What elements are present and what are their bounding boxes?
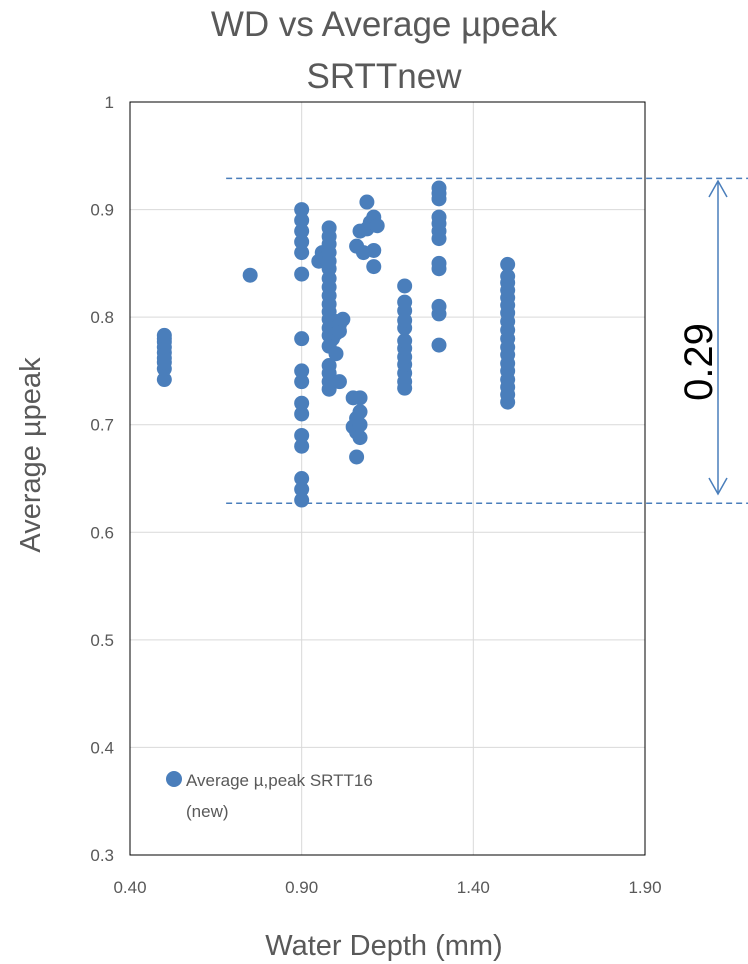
data-point — [294, 481, 310, 497]
data-point — [366, 242, 382, 258]
data-point — [294, 406, 310, 422]
range-arrow-head-bottom — [708, 477, 728, 496]
data-point — [294, 212, 310, 228]
y-tick-label: 1 — [105, 93, 114, 112]
y-tick-label: 0.8 — [90, 308, 114, 327]
data-point — [294, 363, 310, 379]
data-point — [397, 333, 413, 349]
data-point — [156, 327, 172, 343]
data-points — [156, 180, 516, 508]
data-point — [294, 266, 310, 282]
data-point — [431, 298, 447, 314]
data-point — [352, 404, 368, 420]
data-point — [366, 259, 382, 275]
range-annotation-label: 0.29 — [677, 323, 721, 401]
legend-label-line-2: (new) — [186, 802, 229, 821]
y-tick-label: 0.7 — [90, 416, 114, 435]
y-tick-label: 0.6 — [90, 523, 114, 542]
data-point — [294, 331, 310, 347]
y-tick-label: 0.5 — [90, 631, 114, 650]
data-point — [294, 202, 310, 218]
x-tick-label: 0.40 — [113, 878, 146, 897]
range-arrow-head-top — [708, 179, 728, 198]
legend-label-line-1: Average µ,peak SRTT16 — [186, 771, 373, 790]
data-point — [359, 194, 375, 210]
y-tick-label: 0.9 — [90, 201, 114, 220]
data-point — [331, 374, 347, 390]
y-axis-label: Average µpeak — [15, 357, 47, 553]
data-point — [500, 256, 516, 272]
data-point — [294, 234, 310, 250]
chart-title-line-2: SRTTnew — [307, 57, 463, 96]
y-tick-label: 0.3 — [90, 846, 114, 865]
reference-lines — [226, 177, 748, 504]
y-tick-labels: 0.3 0.4 0.5 0.6 0.7 0.8 0.9 1 — [90, 93, 114, 865]
data-point — [349, 449, 365, 465]
data-point — [352, 390, 368, 406]
data-point — [500, 268, 516, 284]
data-point — [331, 323, 347, 339]
data-point — [321, 358, 337, 374]
range-annotation: 0.29 — [677, 179, 728, 496]
data-point — [242, 267, 258, 283]
data-point — [294, 471, 310, 486]
data-point — [328, 346, 344, 362]
data-point — [294, 492, 310, 508]
y-tick-label: 0.4 — [90, 738, 114, 757]
data-point — [397, 294, 413, 310]
data-point — [369, 218, 385, 234]
data-point — [431, 209, 447, 225]
x-tick-labels: 0.40 0.90 1.40 1.90 — [113, 878, 661, 897]
x-axis-label: Water Depth (mm) — [265, 930, 502, 962]
data-point — [294, 395, 310, 411]
data-point — [294, 438, 310, 454]
data-point — [352, 417, 368, 433]
chart-title-line-1: WD vs Average µpeak — [211, 5, 558, 44]
data-point — [431, 337, 447, 353]
data-point — [156, 372, 172, 388]
x-tick-label: 0.90 — [285, 878, 318, 897]
data-point — [397, 278, 413, 294]
data-point — [294, 223, 310, 239]
legend: Average µ,peak SRTT16 (new) — [166, 771, 373, 821]
x-tick-label: 1.40 — [457, 878, 490, 897]
data-point — [431, 255, 447, 271]
data-point — [294, 427, 310, 443]
data-point — [294, 245, 310, 261]
legend-marker — [166, 771, 182, 787]
data-point — [431, 180, 447, 196]
data-point — [321, 220, 337, 236]
x-tick-label: 1.90 — [628, 878, 661, 897]
plot-area-border — [129, 101, 646, 856]
data-point — [352, 430, 368, 446]
data-point — [294, 374, 310, 390]
data-point — [335, 311, 351, 327]
gridlines — [129, 101, 646, 856]
